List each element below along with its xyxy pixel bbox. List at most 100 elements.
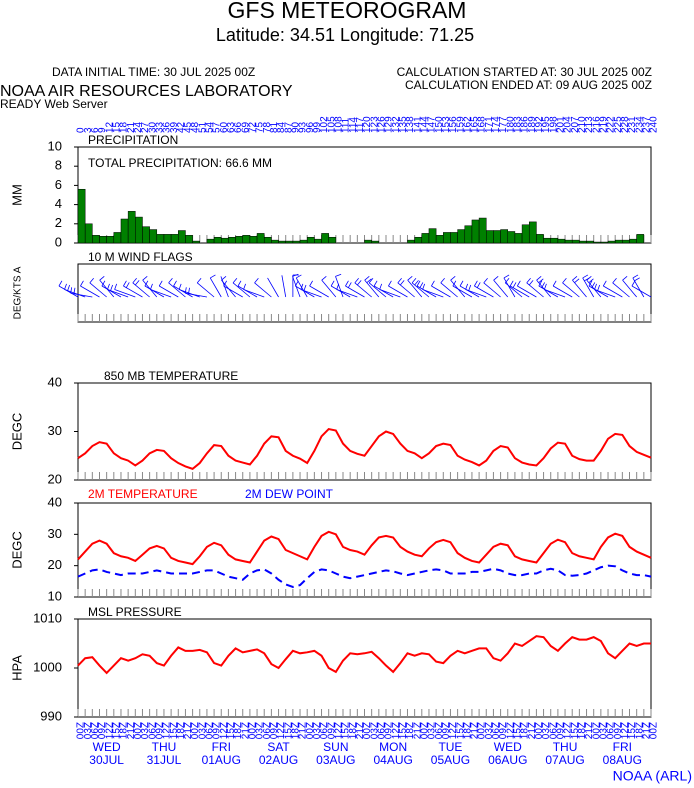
wind-flag — [379, 289, 401, 298]
wind-barb — [400, 280, 405, 286]
wind-barb — [345, 280, 349, 287]
bar — [235, 236, 243, 244]
top-hour-label: 153 — [441, 116, 452, 133]
time-label: 15Z — [169, 722, 180, 739]
wind-barb — [552, 280, 557, 287]
wind-barb — [591, 282, 596, 288]
time-label: 12Z — [391, 722, 402, 739]
wind-barb — [474, 280, 478, 287]
date-label: 05AUG — [431, 753, 470, 767]
y-tick-label: 2 — [55, 215, 62, 230]
wind-barb — [321, 275, 327, 281]
time-label: 21Z — [412, 722, 423, 739]
wind-barb — [89, 278, 94, 284]
y-axis-label: DEGC — [9, 531, 24, 569]
day-label: WED — [93, 740, 121, 754]
bar — [127, 211, 136, 244]
wind-flag — [538, 285, 559, 298]
time-label: 18Z — [462, 722, 473, 739]
top-hour-label: 240 — [649, 116, 660, 133]
wind-barb — [517, 280, 521, 287]
wind-flag — [173, 285, 193, 298]
top-hour-label: 129 — [384, 116, 395, 133]
wind-flag — [243, 289, 265, 298]
bar — [271, 239, 279, 244]
wind-barb — [476, 282, 481, 288]
time-label: 18Z — [119, 722, 130, 739]
wind-barb — [388, 280, 392, 287]
wind-flag — [368, 282, 387, 298]
bar — [328, 236, 337, 244]
time-label: 00Z — [248, 722, 259, 739]
date-label: 03AUG — [316, 753, 355, 767]
bar — [113, 232, 122, 244]
wind-barb — [158, 280, 163, 287]
wind-barb — [562, 278, 567, 284]
date-label: 31JUL — [147, 753, 182, 767]
wind-flag — [159, 285, 179, 298]
annotation: TOTAL PRECIPITATION: 66.6 MM — [88, 156, 272, 170]
wind-flag — [70, 292, 93, 298]
wind-barb — [347, 282, 352, 288]
wind-barb — [354, 278, 359, 284]
bar — [579, 240, 587, 244]
time-label: 15Z — [226, 722, 237, 739]
time-label: 21Z — [298, 722, 309, 739]
time-label: 18Z — [291, 722, 302, 739]
wind-barb — [450, 275, 456, 281]
wind-flag — [440, 282, 458, 298]
wind-barb — [538, 280, 543, 287]
wind-barb — [178, 283, 182, 290]
bar — [571, 239, 580, 244]
time-label: 09Z — [498, 722, 509, 739]
bar — [622, 239, 630, 244]
time-label: 06Z — [376, 722, 387, 739]
wind-flag — [123, 285, 143, 298]
day-label: THU — [553, 740, 578, 754]
wind-barb — [107, 283, 110, 290]
top-hour-label: 135 — [398, 116, 409, 133]
bar — [593, 241, 602, 244]
bar — [514, 233, 523, 244]
wind-flag — [168, 282, 186, 298]
wind-barb — [294, 280, 299, 287]
y-tick-label: 30 — [48, 423, 62, 438]
wind-flag — [330, 285, 351, 298]
top-hour-label: 216 — [591, 116, 602, 133]
wind-barb — [366, 278, 372, 283]
wind-flag — [459, 285, 480, 298]
time-label: 15Z — [398, 722, 409, 739]
wind-flag — [114, 289, 136, 298]
wind-flag — [232, 282, 251, 298]
y-tick-label: 4 — [55, 196, 62, 211]
day-label: MON — [379, 740, 407, 754]
y-tick-label: 20 — [48, 471, 62, 486]
wind-flag — [80, 285, 100, 298]
wind-barb — [196, 278, 202, 284]
wind-flag — [321, 279, 337, 298]
bar — [106, 236, 115, 244]
wind-barb — [597, 284, 601, 291]
wind-barb — [536, 275, 542, 281]
time-label: 15Z — [455, 722, 466, 739]
wind-barb — [134, 280, 140, 286]
y-axis-label: DEGC — [9, 413, 24, 451]
date-label: 02AUG — [259, 753, 298, 767]
wind-flag — [572, 279, 587, 298]
top-hour-label: 138 — [405, 116, 416, 133]
bar — [99, 236, 107, 244]
wind-flag — [503, 277, 516, 298]
wind-barb — [528, 280, 534, 286]
wind-barb — [483, 278, 488, 284]
bar — [586, 240, 594, 244]
series-line — [77, 530, 652, 566]
wind-barb — [232, 278, 238, 284]
wind-barb — [459, 280, 464, 287]
date-label: 30JUL — [89, 753, 124, 767]
wind-flag — [223, 285, 243, 298]
y-tick-label: 990 — [40, 708, 62, 723]
top-hour-label: 102 — [319, 116, 330, 133]
time-label: 15Z — [111, 722, 122, 739]
time-label: 00Z — [649, 722, 660, 739]
footer: NOAA (ARL) — [613, 768, 692, 784]
